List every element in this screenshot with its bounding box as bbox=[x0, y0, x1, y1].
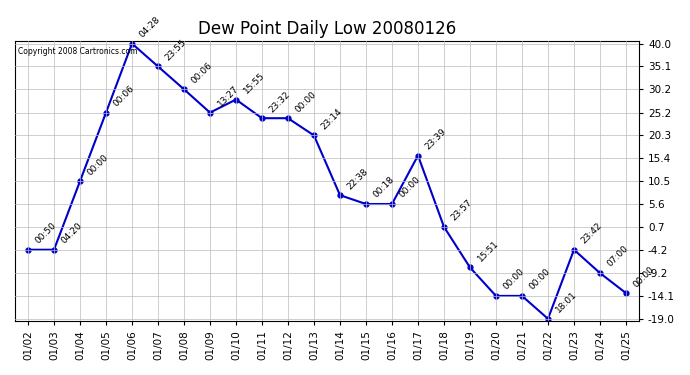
Text: 07:00: 07:00 bbox=[606, 244, 630, 269]
Text: 04:28: 04:28 bbox=[137, 15, 162, 39]
Text: 15:55: 15:55 bbox=[241, 71, 266, 95]
Text: 00:00: 00:00 bbox=[528, 267, 552, 292]
Text: 23:57: 23:57 bbox=[450, 198, 474, 223]
Text: 04:20: 04:20 bbox=[59, 221, 84, 246]
Text: 00:00: 00:00 bbox=[631, 264, 656, 289]
Text: 00:00: 00:00 bbox=[502, 267, 526, 292]
Text: 00:18: 00:18 bbox=[371, 175, 396, 200]
Text: 13:27: 13:27 bbox=[215, 84, 240, 108]
Text: 00:00: 00:00 bbox=[397, 175, 422, 200]
Text: 23:55: 23:55 bbox=[164, 38, 188, 62]
Text: 23:32: 23:32 bbox=[268, 90, 292, 114]
Text: 00:06: 00:06 bbox=[112, 84, 136, 108]
Text: 23:39: 23:39 bbox=[424, 127, 448, 152]
Text: 23:42: 23:42 bbox=[580, 221, 604, 246]
Text: 00:50: 00:50 bbox=[34, 221, 58, 246]
Text: 00:00: 00:00 bbox=[293, 89, 318, 114]
Text: Copyright 2008 Cartronics.com: Copyright 2008 Cartronics.com bbox=[18, 47, 137, 56]
Text: 00:00: 00:00 bbox=[86, 152, 110, 177]
Text: 15:51: 15:51 bbox=[475, 238, 500, 263]
Text: 22:38: 22:38 bbox=[346, 166, 370, 191]
Text: 23:14: 23:14 bbox=[319, 107, 344, 131]
Title: Dew Point Daily Low 20080126: Dew Point Daily Low 20080126 bbox=[198, 20, 456, 38]
Text: 00:06: 00:06 bbox=[190, 60, 214, 85]
Text: 18:01: 18:01 bbox=[553, 290, 578, 315]
